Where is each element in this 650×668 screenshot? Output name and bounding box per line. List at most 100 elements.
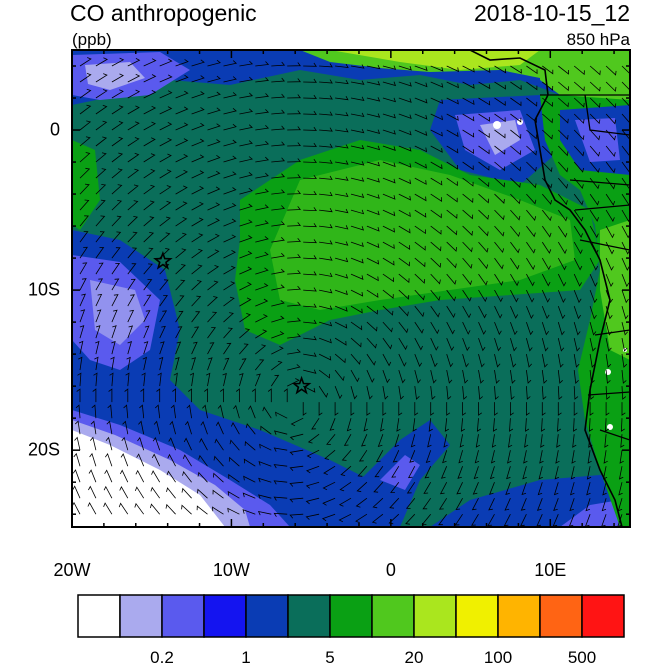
wind-barb (303, 142, 317, 147)
wind-barb (191, 75, 205, 83)
wind-barb (542, 129, 553, 140)
wind-barb (154, 404, 161, 419)
wind-barb (334, 385, 343, 400)
wind-barb (255, 251, 269, 259)
wind-barb (191, 91, 205, 99)
wind-barb (605, 257, 614, 271)
wind-barb (111, 184, 123, 195)
wind-barb (127, 340, 133, 355)
wind-barb (478, 161, 490, 171)
wind-barb (111, 231, 122, 243)
wind-barb (255, 329, 268, 339)
wind-barb (573, 241, 583, 255)
wind-barb (366, 321, 378, 332)
wind-barb (123, 404, 129, 419)
wind-barb (79, 120, 92, 131)
wind-barb (158, 356, 164, 371)
wind-barb (494, 289, 503, 303)
wind-barb (573, 354, 580, 368)
wind-barb (392, 450, 400, 463)
wind-barb (605, 161, 616, 174)
wind-barb (79, 231, 89, 243)
chart-title: CO anthropogenic (70, 0, 257, 26)
wind-barb (457, 466, 463, 479)
wind-barb (175, 90, 189, 99)
wind-barb (430, 81, 444, 88)
wind-barb (573, 402, 578, 416)
wind-barb (104, 469, 113, 483)
wind-barb (350, 321, 363, 331)
wind-barb (255, 140, 270, 147)
wind-barb (105, 436, 113, 451)
wind-barb (430, 386, 436, 400)
wind-barb (414, 145, 428, 153)
wind-barb (303, 336, 317, 341)
wind-barb (605, 289, 614, 304)
wind-barb (430, 113, 444, 121)
colorbar-swatch (581, 594, 625, 638)
wind-barb (510, 289, 519, 303)
wind-barb (335, 96, 349, 101)
wind-barb (287, 317, 302, 323)
wind-barb (488, 498, 495, 511)
wind-barb (430, 402, 435, 416)
wind-barb (361, 434, 368, 447)
wind-barb (541, 289, 550, 303)
wind-barb (526, 241, 536, 254)
co-field (72, 50, 630, 527)
wind-barb (526, 65, 538, 75)
wind-barb (150, 486, 161, 499)
wind-barb (414, 386, 420, 400)
wind-barb (398, 257, 410, 267)
wind-barb (303, 158, 317, 163)
wind-barb (212, 506, 224, 515)
wind-barb (239, 372, 244, 387)
wind-barb (446, 370, 453, 384)
wind-barb (350, 402, 355, 416)
wind-barb (541, 418, 546, 432)
wind-barb (510, 354, 517, 368)
wind-barb (573, 129, 585, 141)
wind-barb (398, 369, 406, 384)
wind-barb (350, 145, 365, 150)
wind-barb (223, 60, 238, 67)
wind-barb (605, 322, 613, 336)
wind-barb (430, 241, 442, 252)
wind-barb (398, 81, 412, 87)
wind-barb (91, 404, 97, 419)
wind-barb (422, 497, 432, 510)
wind-barb (605, 145, 616, 157)
wind-barb (181, 487, 192, 499)
wind-barb (95, 168, 107, 179)
wind-barb (573, 209, 584, 222)
wind-barb (239, 313, 251, 323)
wind-barb (303, 303, 317, 308)
wind-barb (335, 128, 349, 133)
wind-barb (446, 225, 458, 236)
wind-barb (248, 405, 256, 419)
wind-barb (430, 353, 438, 368)
wind-barb (366, 113, 381, 118)
wind-barb (557, 209, 568, 222)
wind-barb (589, 177, 600, 190)
wind-barb (138, 420, 145, 435)
wind-barb (334, 337, 347, 346)
colorbar-swatch (371, 594, 415, 638)
wind-barb (255, 267, 269, 275)
wind-barb (239, 171, 253, 179)
wind-barb (303, 287, 317, 292)
wind-barb (197, 471, 208, 483)
wind-barb (589, 354, 596, 368)
wind-barb (605, 338, 612, 352)
wind-barb (223, 171, 237, 179)
wind-barb (79, 293, 86, 307)
wind-barb (335, 79, 349, 85)
wind-barb (287, 62, 301, 67)
wind-barb (302, 402, 307, 416)
wind-barb (271, 173, 286, 179)
wind-barb (111, 262, 121, 275)
wind-barb (382, 241, 395, 250)
wind-barb (191, 201, 204, 211)
wind-barb (271, 237, 285, 243)
wind-barb (191, 341, 198, 355)
